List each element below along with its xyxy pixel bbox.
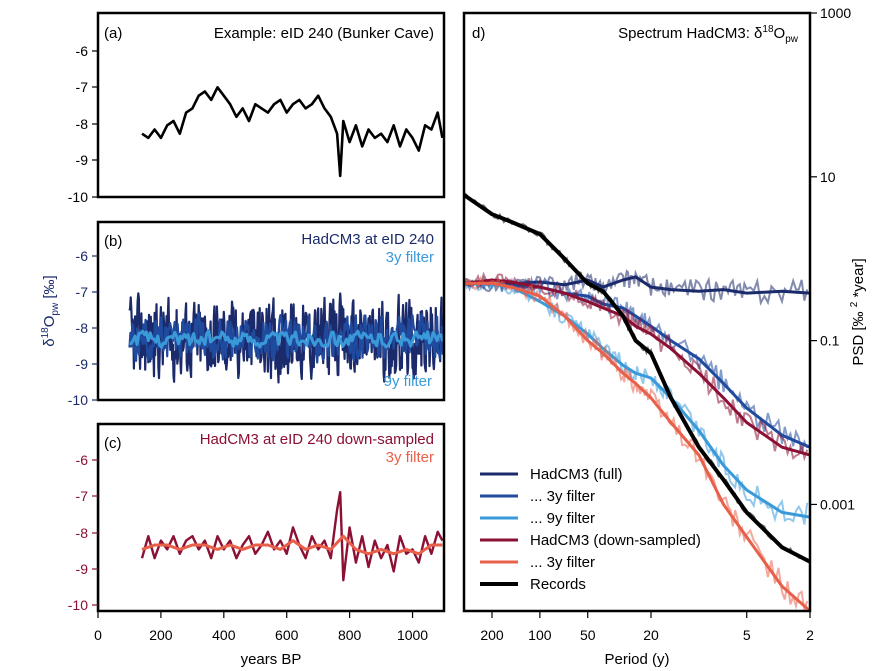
panel-d-series [464,192,810,611]
x-tick-label: 2 [806,627,814,643]
panel-b-y-label: δ18Opw [‰] [40,275,61,346]
panel-c-label: (c) [104,435,122,452]
legend-label: Records [530,576,586,593]
x-tick-label: 1000 [397,627,428,643]
y-tick-label: -8 [76,116,89,132]
panel-a: (a) Example: eID 240 (Bunker Cave) -6-7-… [68,11,446,205]
x-tick-label: 0 [94,627,102,643]
panel-c: (c) HadCM3 at eID 240 down-sampled 3y fi… [68,422,446,668]
series-line-1 [464,281,810,449]
series-line-2 [129,329,444,349]
legend-label: ... 3y filter [530,554,595,571]
x-tick-label: 50 [580,627,596,643]
panel-d-y-label: PSD [‰ 2 *year] [849,258,867,365]
x-tick-label: 100 [528,627,552,643]
panel-d-frame [462,11,812,613]
panel-a-y-axis: -6 -7 -8 -9 -10 [68,43,98,205]
legend-label: HadCM3 (full) [530,466,623,483]
y-tick-label: -10 [68,392,88,408]
y-tick-label: -10 [68,597,88,613]
panel-b-title: HadCM3 at eID 240 [301,231,434,248]
panel-c-series [98,424,444,611]
panel-d-x-label: Period (y) [604,651,669,668]
panel-b-hidden-label: 9y filter [384,373,432,390]
y-tick-label: -9 [76,152,89,168]
x-tick-label: 200 [149,627,173,643]
y-tick-label: 0.1 [820,333,840,349]
x-tick-label: 5 [743,627,751,643]
x-tick-label: 800 [338,627,362,643]
legend-label: ... 3y filter [530,488,595,505]
y-tick-label: -6 [76,452,89,468]
x-tick-label: 20 [643,627,659,643]
panel-a-title: Example: eID 240 (Bunker Cave) [214,25,434,42]
y-tick-label: -7 [76,284,89,300]
panel-c-frame [96,422,446,613]
panel-c-y-axis: -6 -7 -8 -9 -10 [68,452,98,613]
y-tick-label: 10 [820,169,836,185]
series-line-0 [140,491,444,582]
panel-b: (b) HadCM3 at eID 240 3y filter 9y filte… [40,220,446,408]
series-noise-4 [464,275,809,611]
y-tick-label: -9 [76,356,89,372]
y-tick-label: -7 [76,79,89,95]
panel-c-filter-label: 3y filter [386,449,434,466]
x-tick-label: 600 [275,627,299,643]
panel-b-label: (b) [104,233,122,250]
series-line-5 [464,193,810,564]
series-line-records [141,86,444,178]
panel-b-y-axis: -6 -7 -8 -9 -10 [68,248,98,408]
series-line-3 [464,278,810,457]
panel-b-frame [96,220,446,402]
panel-d: d) Spectrum HadCM3: δ18Opw 1000 10 0.1 0.00… [462,5,867,668]
x-tick-label: 200 [480,627,504,643]
panel-d-x-axis: 200 100 50 20 5 2 [480,611,814,643]
y-tick-label: -9 [76,561,89,577]
panel-c-x-axis: 0 200 400 600 800 1000 [94,611,428,643]
y-tick-label: -8 [76,320,89,336]
y-tick-label: -6 [76,43,89,59]
y-tick-label: -7 [76,488,89,504]
panel-c-x-label: years BP [241,651,302,668]
panel-d-y-axis: 1000 10 0.1 0.001 [810,5,855,512]
panel-b-series [128,292,444,384]
x-tick-label: 400 [212,627,236,643]
y-tick-label: -10 [68,189,88,205]
legend-label: ... 9y filter [530,510,595,527]
y-tick-label: -8 [76,525,89,541]
legend-label: HadCM3 (down-sampled) [530,532,701,549]
series-line-4 [464,281,810,611]
panel-c-title: HadCM3 at eID 240 down-sampled [200,431,434,448]
y-tick-label: 0.001 [820,496,855,512]
y-tick-label: 1000 [820,5,851,21]
panel-b-filter-label: 3y filter [386,249,434,266]
series-line-1 [141,534,443,556]
panel-d-label: d) [472,25,485,42]
panel-a-label: (a) [104,25,122,42]
panel-a-series [141,86,444,178]
legend: HadCM3 (full) ... 3y filter ... 9y filter H… [480,466,701,593]
panel-d-title: Spectrum HadCM3: δ18Opw [618,24,799,45]
panel-a-frame [96,11,446,199]
y-tick-label: -6 [76,248,89,264]
